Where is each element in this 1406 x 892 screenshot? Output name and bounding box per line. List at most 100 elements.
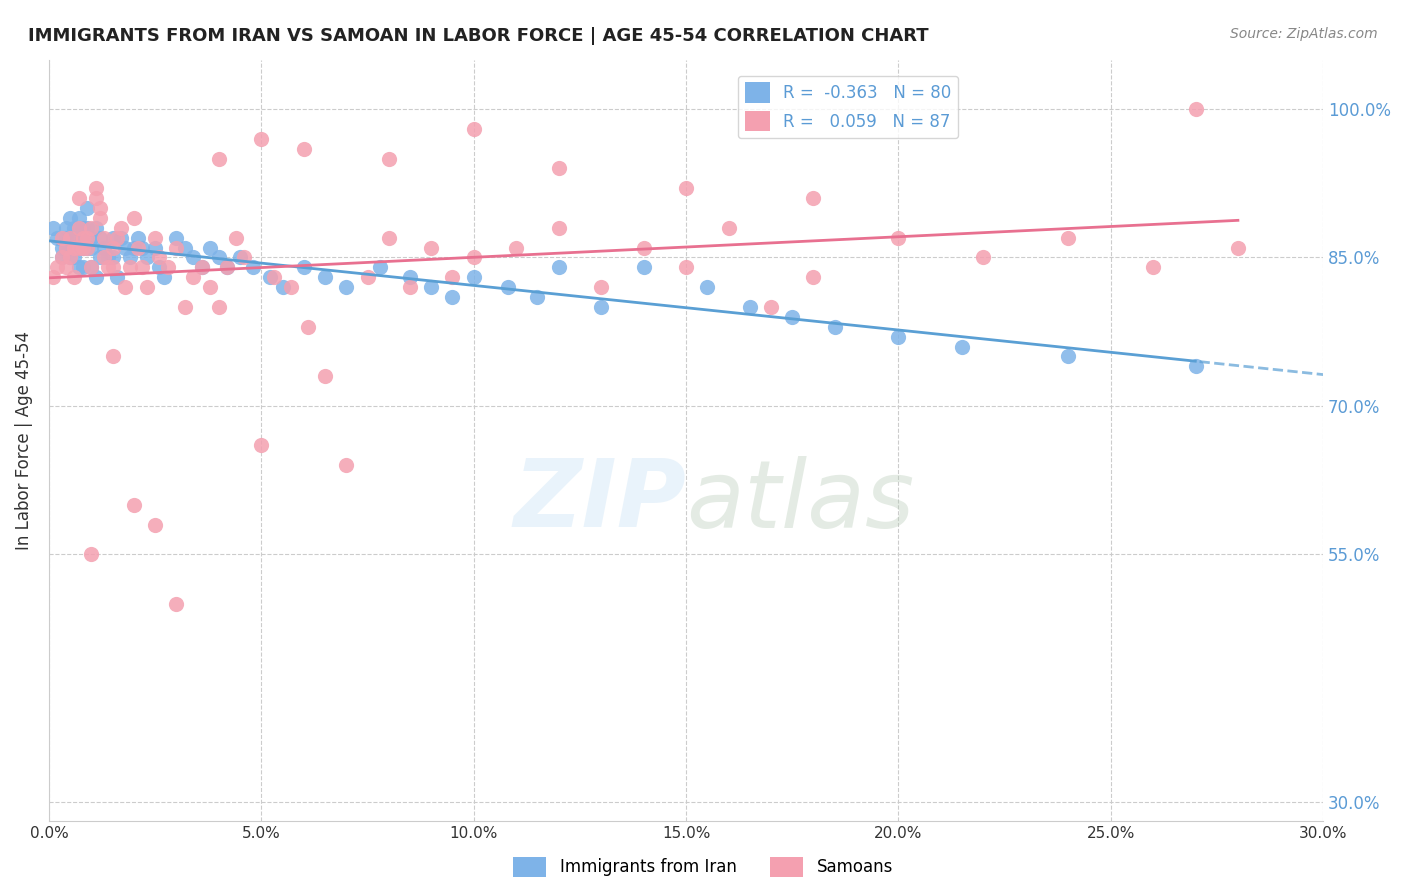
Point (441, 270, 464, 285)
Point (55, 260, 77, 275)
Point (84, 270, 107, 285)
Point (122, 241, 145, 255)
Point (242, 260, 264, 275)
Point (399, 280, 422, 294)
Point (93, 241, 115, 255)
Point (148, 251, 170, 265)
Point (84, 191, 107, 205)
Point (59, 211, 82, 225)
Point (101, 350, 124, 364)
Point (420, 280, 443, 294)
Point (250, 132, 273, 146)
Point (67, 241, 90, 255)
Point (463, 251, 485, 265)
Point (101, 230, 124, 244)
Point (217, 260, 239, 275)
Point (887, 230, 910, 244)
Point (42, 220, 65, 235)
Point (55, 241, 77, 255)
Point (127, 241, 149, 255)
Point (183, 270, 205, 285)
Point (259, 270, 281, 285)
Point (165, 241, 187, 255)
Point (335, 280, 357, 294)
Point (114, 280, 136, 294)
Point (110, 230, 132, 244)
Point (59, 230, 82, 244)
Point (127, 230, 149, 244)
Text: atlas: atlas (686, 456, 914, 547)
Point (824, 319, 846, 334)
Point (67, 241, 90, 255)
Point (314, 369, 336, 384)
Text: ZIP: ZIP (513, 456, 686, 548)
Point (59, 230, 82, 244)
Point (59, 251, 82, 265)
Point (887, 329, 910, 343)
Point (738, 300, 761, 314)
Point (280, 280, 302, 294)
Point (51, 230, 73, 244)
Point (80, 230, 103, 244)
Point (696, 280, 718, 294)
Point (101, 260, 124, 275)
Point (717, 220, 740, 235)
Point (89, 251, 111, 265)
Point (420, 241, 443, 255)
Point (1142, 260, 1164, 275)
Point (67, 220, 90, 235)
Point (441, 290, 464, 304)
Point (1057, 350, 1080, 364)
Point (93, 230, 115, 244)
Point (675, 260, 697, 275)
Point (191, 260, 214, 275)
Point (118, 251, 141, 265)
Point (292, 142, 315, 156)
Point (135, 251, 157, 265)
Point (208, 300, 231, 314)
Point (93, 251, 115, 265)
Text: Source: ZipAtlas.com: Source: ZipAtlas.com (1230, 27, 1378, 41)
Point (165, 597, 187, 611)
Point (152, 270, 174, 285)
Point (51, 241, 73, 255)
Point (208, 251, 231, 265)
Point (122, 498, 145, 512)
Point (292, 260, 315, 275)
Point (200, 241, 222, 255)
Point (263, 270, 285, 285)
Point (463, 270, 485, 285)
Point (55, 241, 77, 255)
Point (633, 260, 655, 275)
Point (143, 517, 166, 532)
Point (105, 230, 128, 244)
Point (59, 251, 82, 265)
Point (72, 230, 94, 244)
Point (496, 280, 519, 294)
Point (314, 270, 336, 285)
Point (89, 230, 111, 244)
Point (101, 241, 124, 255)
Point (80, 260, 103, 275)
Point (89, 201, 111, 215)
Point (80, 260, 103, 275)
Y-axis label: In Labor Force | Age 45-54: In Labor Force | Age 45-54 (15, 331, 32, 550)
Point (101, 251, 124, 265)
Point (591, 280, 613, 294)
Point (67, 211, 90, 225)
Point (55, 230, 77, 244)
Point (59, 241, 82, 255)
Point (148, 260, 170, 275)
Point (80, 241, 103, 255)
Point (229, 251, 252, 265)
Point (72, 260, 94, 275)
Point (335, 458, 357, 473)
Point (297, 319, 319, 334)
Point (46, 260, 69, 275)
Point (250, 438, 273, 452)
Point (271, 280, 294, 294)
Point (84, 181, 107, 195)
Point (675, 181, 697, 195)
Point (135, 280, 157, 294)
Point (200, 280, 222, 294)
